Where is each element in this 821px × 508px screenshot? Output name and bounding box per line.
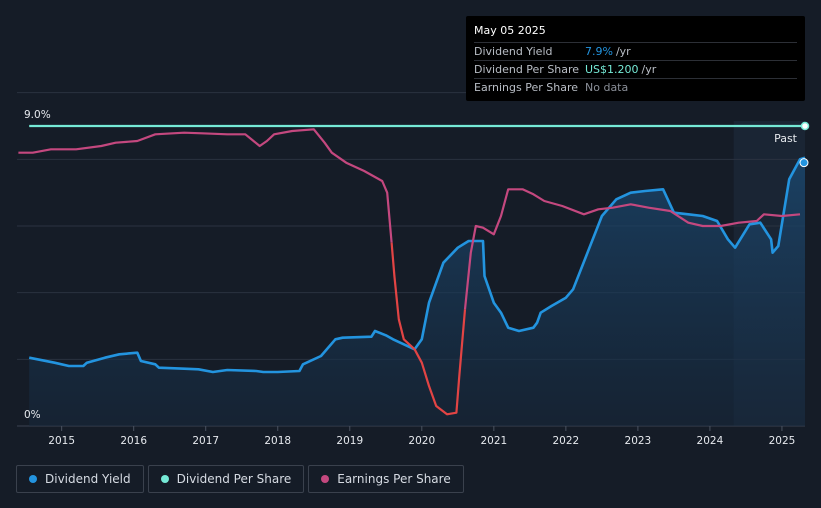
legend-label: Earnings Per Share bbox=[337, 472, 451, 486]
tooltip-row-dividend-yield: Dividend Yield 7.9%/yr bbox=[474, 42, 797, 60]
tooltip-date: May 05 2025 bbox=[474, 24, 546, 37]
legend-dot-icon bbox=[160, 475, 169, 483]
tooltip-label: Dividend Yield bbox=[474, 45, 553, 58]
x-tick-label: 2015 bbox=[48, 435, 75, 447]
tooltip-row-earnings-per-share: Earnings Per Share No data bbox=[474, 78, 797, 96]
past-label: Past bbox=[774, 132, 798, 145]
series-lines bbox=[18, 121, 810, 416]
legend-label: Dividend Per Share bbox=[176, 472, 292, 486]
y-tick-top: 9.0% bbox=[24, 109, 51, 121]
x-tick-label: 2022 bbox=[552, 435, 579, 447]
legend-dot-icon bbox=[321, 475, 330, 483]
x-tick-label: 2016 bbox=[120, 435, 147, 447]
earnings-per-share-line-decline bbox=[390, 242, 467, 416]
legend-label: Dividend Yield bbox=[45, 472, 131, 486]
legend-dividend-yield[interactable]: Dividend Yield bbox=[16, 465, 144, 493]
x-tick-label: 2023 bbox=[625, 435, 652, 447]
legend-dot-icon bbox=[29, 475, 37, 483]
legend-dividend-per-share[interactable]: Dividend Per Share bbox=[147, 465, 305, 493]
dividend-chart: 2015 2016 2017 2018 2019 2020 2021 2022 2023 2024… bbox=[17, 92, 810, 447]
dividend-yield-area bbox=[29, 157, 805, 426]
x-tick-label: 2017 bbox=[192, 435, 219, 447]
dividend-yield-end-marker bbox=[799, 158, 809, 168]
dividend-per-share-end-marker bbox=[800, 121, 810, 131]
dividend-yield-area bbox=[29, 157, 805, 426]
tooltip-label: Dividend Per Share bbox=[474, 63, 580, 76]
x-tick-label: 2019 bbox=[336, 435, 363, 447]
legend-earnings-per-share[interactable]: Earnings Per Share bbox=[308, 465, 464, 493]
y-tick-bottom: 0% bbox=[24, 409, 41, 421]
x-tick-label: 2024 bbox=[697, 435, 724, 447]
x-tick-label: 2020 bbox=[408, 435, 435, 447]
earnings-per-share-line bbox=[463, 188, 801, 310]
tooltip: May 05 2025 Dividend Yield 7.9%/yr Divid… bbox=[466, 16, 805, 101]
x-tick-label: 2018 bbox=[264, 435, 291, 447]
tooltip-suffix: /yr bbox=[615, 45, 631, 58]
tooltip-value: 7.9% bbox=[585, 45, 613, 58]
x-axis-ticks: 2015 2016 2017 2018 2019 2020 2021 2022 2023 2024… bbox=[48, 426, 795, 447]
dividend-yield-line bbox=[28, 156, 806, 374]
earnings-per-share-line bbox=[18, 128, 393, 243]
tooltip-row-dividend-per-share: Dividend Per Share US$1.200/yr bbox=[474, 60, 797, 78]
x-tick-label: 2021 bbox=[480, 435, 507, 447]
tooltip-value: No data bbox=[585, 81, 629, 94]
tooltip-suffix: /yr bbox=[641, 63, 657, 76]
tooltip-label: Earnings Per Share bbox=[474, 81, 579, 94]
tooltip-value: US$1.200 bbox=[585, 63, 639, 76]
legend: Dividend Yield Dividend Per Share Earnin… bbox=[16, 465, 464, 493]
x-tick-label: 2025 bbox=[769, 435, 796, 447]
